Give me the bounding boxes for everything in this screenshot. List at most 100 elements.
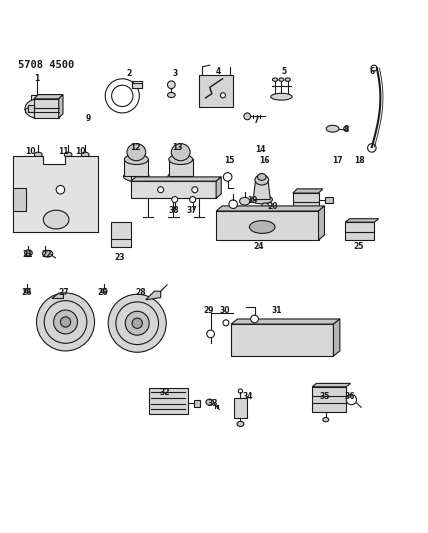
Text: 13: 13: [172, 142, 183, 151]
Ellipse shape: [25, 99, 49, 118]
Circle shape: [108, 294, 166, 352]
Text: 18: 18: [354, 156, 364, 165]
Ellipse shape: [206, 399, 214, 405]
Bar: [325, 197, 333, 203]
Circle shape: [251, 315, 259, 323]
Text: 14: 14: [255, 144, 265, 154]
Bar: [27, 104, 34, 112]
Text: 15: 15: [224, 156, 234, 165]
Text: 10: 10: [76, 147, 86, 156]
Text: 2: 2: [126, 69, 131, 78]
Circle shape: [190, 197, 196, 203]
Polygon shape: [216, 177, 221, 198]
Ellipse shape: [124, 172, 149, 182]
Circle shape: [207, 330, 214, 338]
Ellipse shape: [279, 78, 284, 82]
Text: 38: 38: [168, 206, 179, 215]
Bar: [312, 387, 346, 413]
Polygon shape: [231, 319, 340, 324]
Ellipse shape: [127, 143, 146, 161]
Ellipse shape: [240, 197, 250, 205]
Bar: [34, 99, 59, 118]
Polygon shape: [131, 177, 221, 181]
Circle shape: [223, 320, 229, 326]
Bar: [234, 398, 247, 417]
Polygon shape: [333, 319, 340, 356]
Polygon shape: [231, 324, 333, 356]
Ellipse shape: [101, 289, 107, 293]
Circle shape: [229, 200, 238, 208]
Circle shape: [368, 143, 376, 152]
Polygon shape: [216, 206, 324, 211]
Text: 31: 31: [272, 305, 282, 314]
Ellipse shape: [168, 172, 193, 182]
Text: 23: 23: [114, 254, 125, 262]
Polygon shape: [34, 94, 63, 99]
Text: 6: 6: [369, 67, 374, 76]
Bar: [132, 83, 143, 88]
Text: 7: 7: [254, 116, 259, 125]
Circle shape: [36, 293, 95, 351]
Ellipse shape: [323, 417, 329, 422]
Circle shape: [346, 394, 357, 405]
Text: 3: 3: [173, 69, 178, 78]
Ellipse shape: [24, 250, 32, 256]
Polygon shape: [52, 293, 63, 298]
Text: 9: 9: [86, 114, 91, 123]
Text: 27: 27: [59, 288, 69, 297]
Text: 8: 8: [344, 125, 349, 134]
Text: 28: 28: [135, 288, 146, 297]
Text: 22: 22: [41, 250, 52, 259]
Ellipse shape: [251, 195, 273, 204]
Text: 17: 17: [333, 156, 343, 165]
Circle shape: [262, 203, 269, 211]
Ellipse shape: [258, 174, 266, 180]
Ellipse shape: [24, 289, 30, 293]
Text: 20: 20: [268, 203, 278, 211]
Text: 37: 37: [187, 206, 197, 215]
Text: 5: 5: [282, 67, 287, 76]
Text: 24: 24: [253, 241, 264, 251]
Text: 21: 21: [22, 250, 33, 259]
Text: 12: 12: [130, 142, 140, 151]
Circle shape: [60, 317, 71, 327]
Circle shape: [192, 187, 198, 193]
Text: 11: 11: [59, 147, 69, 156]
Bar: [169, 159, 193, 176]
Circle shape: [54, 310, 77, 334]
Text: 33: 33: [208, 399, 218, 408]
Ellipse shape: [271, 93, 292, 100]
Circle shape: [167, 81, 175, 88]
Ellipse shape: [125, 154, 148, 165]
Polygon shape: [59, 94, 63, 118]
Circle shape: [220, 93, 226, 98]
Circle shape: [56, 185, 65, 194]
Text: 35: 35: [320, 392, 330, 401]
Polygon shape: [253, 181, 270, 199]
Ellipse shape: [237, 422, 244, 426]
Text: 36: 36: [345, 392, 355, 401]
Text: 32: 32: [160, 388, 170, 397]
Ellipse shape: [42, 251, 53, 257]
Polygon shape: [318, 206, 324, 240]
Polygon shape: [216, 211, 318, 240]
Circle shape: [132, 318, 143, 328]
Circle shape: [172, 197, 178, 203]
Text: 16: 16: [259, 156, 269, 165]
Ellipse shape: [81, 152, 89, 157]
Ellipse shape: [34, 152, 42, 157]
Text: 34: 34: [242, 392, 253, 401]
Text: 5708 4500: 5708 4500: [18, 60, 74, 70]
Circle shape: [244, 113, 251, 120]
Text: 26: 26: [98, 288, 108, 297]
Ellipse shape: [326, 125, 339, 132]
Bar: [199, 75, 233, 107]
Bar: [293, 193, 318, 220]
Text: 4: 4: [216, 67, 221, 76]
Circle shape: [158, 187, 163, 193]
Bar: [194, 400, 200, 407]
Ellipse shape: [250, 221, 275, 233]
Ellipse shape: [169, 154, 193, 165]
Text: 10: 10: [25, 147, 36, 156]
Text: 29: 29: [204, 305, 214, 314]
